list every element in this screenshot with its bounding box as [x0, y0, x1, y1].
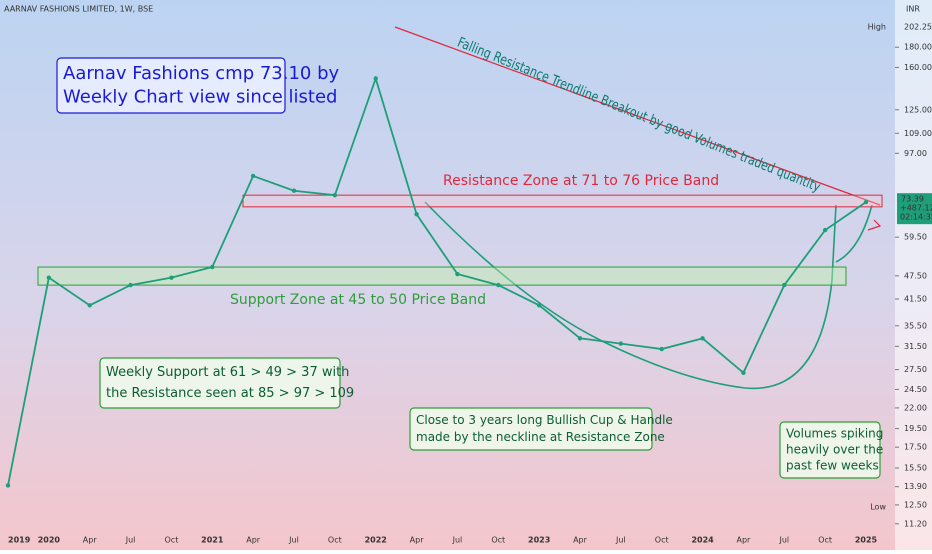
x-tick-label: Jul: [125, 536, 136, 545]
y-tick-label: 27.50: [904, 365, 927, 374]
y-tick-label: 47.50: [904, 271, 927, 280]
note-text: Weekly Support at 61 > 49 > 37 with: [106, 365, 349, 380]
x-tick-label: 2023: [528, 536, 550, 545]
note-box: [56, 57, 286, 114]
price-point: [700, 336, 705, 341]
trendline: [394, 26, 881, 206]
y-tick-label: 31.50: [904, 342, 927, 351]
note-text: Aarnav Fashions cmp 73.10 by: [63, 63, 340, 84]
price-point: [332, 192, 338, 198]
price-point: [128, 282, 133, 288]
price-point: [455, 271, 460, 277]
y-tick-label: 15.50: [904, 464, 927, 473]
x-tick-label: Apr: [737, 536, 752, 545]
y-tick-label: 125.00: [904, 105, 932, 114]
price-point: [169, 275, 174, 280]
x-tick-label: Jul: [778, 536, 789, 545]
x-tick-label: Apr: [246, 536, 261, 545]
price-point: [250, 173, 256, 179]
zone-label: Support Zone at 45 to 50 Price Band: [230, 292, 486, 308]
y-tick-label: 97.00: [904, 149, 927, 158]
x-tick-label: Oct: [491, 536, 505, 545]
note-box: [779, 421, 881, 479]
note-text: Close to 3 years long Bullish Cup & Hand…: [416, 413, 673, 427]
price-point: [618, 341, 624, 346]
price-point: [496, 282, 501, 288]
countdown: 02:14:32: [900, 213, 932, 222]
note-text: Weekly Chart view since listed: [63, 86, 337, 107]
x-tick-label: 2024: [691, 536, 714, 545]
arrow: [867, 219, 882, 231]
y-tick-label: 12.50: [904, 500, 927, 509]
y-tick-label: 24.50: [904, 385, 927, 394]
price-point: [5, 483, 11, 488]
note-box: [99, 357, 341, 409]
x-tick-label: Oct: [655, 536, 669, 545]
x-tick-label: 2019: [8, 536, 31, 545]
x-tick-label: Jul: [288, 536, 299, 545]
last-change: +487.12%: [900, 204, 932, 213]
price-point: [46, 275, 52, 280]
x-tick-label: 2022: [365, 536, 387, 545]
y-tick-label: 109.00: [904, 129, 932, 138]
price-axis: [895, 0, 932, 550]
price-point: [373, 76, 378, 81]
high-label: 202.25: [904, 23, 932, 32]
price-point: [414, 212, 419, 217]
price-point: [822, 227, 828, 233]
price-point: [863, 199, 869, 205]
high-tag: High: [868, 23, 886, 32]
currency: INR: [906, 5, 920, 14]
x-tick-label: Jul: [452, 536, 463, 545]
x-tick-label: Oct: [165, 536, 179, 545]
cup-curve: [424, 201, 873, 390]
y-tick-label: 180.00: [904, 43, 932, 52]
x-tick-label: 2025: [855, 536, 878, 545]
x-tick-label: Oct: [328, 536, 342, 545]
y-tick-label: 17.50: [904, 443, 927, 452]
price-point: [659, 346, 664, 352]
zone-label: Resistance Zone at 71 to 76 Price Band: [443, 173, 719, 189]
y-tick-label: 19.50: [904, 424, 927, 433]
symbol: AARNAV FASHIONS LIMITED, 1W, BSE: [4, 5, 153, 14]
price-point: [536, 303, 542, 308]
x-tick-label: Apr: [573, 536, 588, 545]
x-tick-label: Jul: [615, 536, 626, 545]
price-point: [210, 264, 215, 270]
price-zone: [37, 266, 847, 286]
x-tick-label: 2021: [201, 536, 224, 545]
price-point: [741, 370, 746, 375]
note-text: made by the neckline at Resistance Zone: [416, 430, 665, 444]
price-line: [7, 75, 867, 486]
y-tick-label: 13.90: [904, 482, 927, 491]
x-tick-label: Oct: [818, 536, 832, 545]
note-text: heavily over the: [786, 443, 883, 457]
y-tick-label: 160.00: [904, 63, 932, 72]
note-text: past few weeks: [786, 459, 879, 473]
last-price-box: [897, 193, 932, 225]
y-tick-label: 22.00: [904, 403, 927, 412]
y-tick-label: 41.50: [904, 294, 927, 303]
price-zone: [242, 194, 883, 208]
x-tick-label: Apr: [83, 536, 98, 545]
price-point: [291, 188, 297, 193]
y-tick-label: 11.20: [904, 519, 927, 528]
note-text: Volumes spiking: [786, 427, 883, 441]
x-tick-label: Apr: [410, 536, 425, 545]
y-tick-label: 59.50: [904, 233, 927, 242]
low-tag: Low: [870, 503, 886, 512]
note-text: the Resistance seen at 85 > 97 > 109: [106, 386, 354, 401]
note-box: [409, 407, 653, 451]
price-point: [577, 336, 583, 341]
x-tick-label: 2020: [38, 536, 61, 545]
y-tick-label: 35.50: [904, 321, 927, 330]
price-point: [87, 303, 92, 308]
last-price: 73.39: [901, 195, 924, 204]
price-point: [782, 282, 787, 288]
